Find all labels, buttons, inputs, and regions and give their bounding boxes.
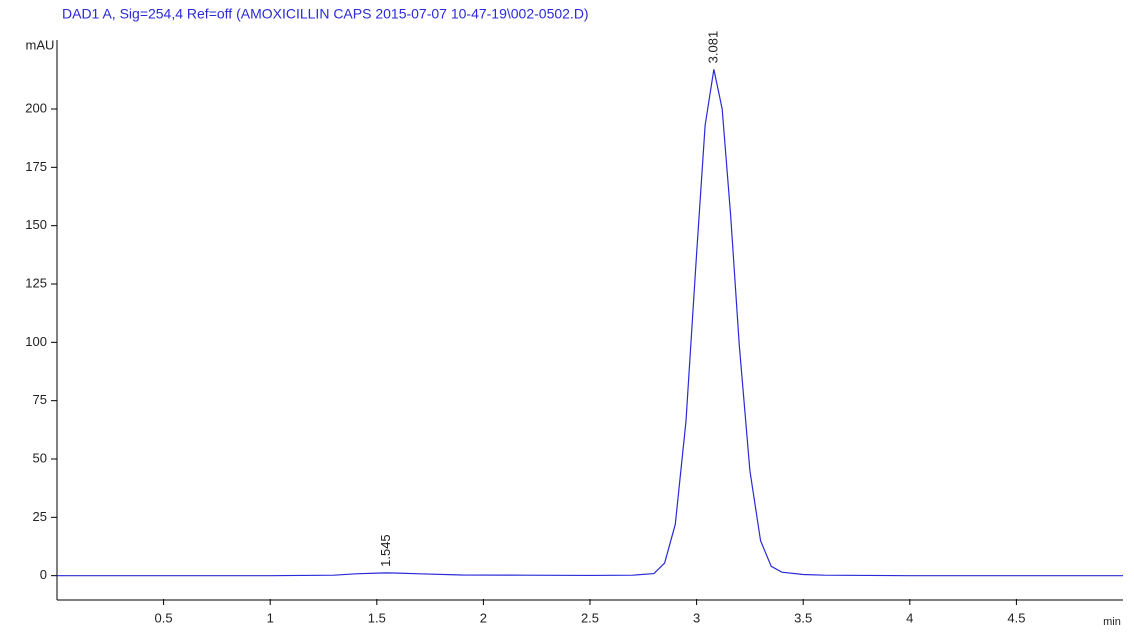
peak-label: 3.081 [705,31,720,64]
x-axis-label: min [1103,616,1121,628]
chart-title: DAD1 A, Sig=254,4 Ref=off (AMOXICILLIN C… [62,6,589,22]
y-tick-label: 75 [33,392,47,407]
chromatogram-line [57,69,1123,575]
x-tick-label: 4.5 [1007,610,1025,625]
x-tick-label: 3 [693,610,700,625]
x-tick-label: 1.5 [368,610,386,625]
y-tick-label: 100 [25,334,47,349]
y-tick-label: 150 [25,217,47,232]
chart: DAD1 A, Sig=254,4 Ref=off (AMOXICILLIN C… [0,0,1134,632]
peak-label: 1.545 [378,534,393,567]
x-tick-label: 1 [267,610,274,625]
y-tick-label: 125 [25,275,47,290]
y-tick-label: 25 [33,509,47,524]
y-tick-label: 200 [25,100,47,115]
y-tick-label: 50 [33,450,47,465]
y-tick-label: 175 [25,159,47,174]
x-tick-label: 3.5 [794,610,812,625]
y-tick-label: 0 [40,567,47,582]
x-tick-label: 0.5 [155,610,173,625]
x-tick-label: 2.5 [581,610,599,625]
x-tick-label: 2 [480,610,487,625]
x-tick-label: 4 [906,610,913,625]
y-axis-label: mAU [26,37,55,52]
